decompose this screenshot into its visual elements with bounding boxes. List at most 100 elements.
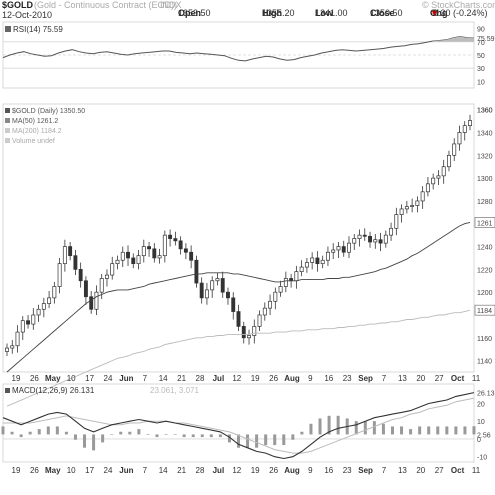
x-axis-label: 11 <box>472 374 481 383</box>
macd-histogram-bar <box>427 426 431 435</box>
x-axis-label: 16 <box>324 374 333 383</box>
candle-body <box>194 259 199 284</box>
candle-body <box>236 311 241 327</box>
macd-histogram-bar <box>173 434 177 436</box>
candle-body <box>310 257 315 263</box>
rsi-tick-label: 10 <box>477 79 485 86</box>
candle-body <box>36 308 41 316</box>
macd-histogram-bar <box>291 434 295 440</box>
candle-body <box>162 234 167 257</box>
candle-body <box>78 269 83 282</box>
candle-body <box>278 286 283 293</box>
x-axis-label: 14 <box>159 374 168 383</box>
price-tick-label: 1184 <box>477 308 492 315</box>
macd-histogram-bar <box>273 434 277 446</box>
macd-histogram-bar <box>246 434 250 448</box>
macd-histogram-bar <box>400 426 404 435</box>
candle-body <box>204 289 209 299</box>
price-legend-entry: MA(50) 1261.2 <box>12 118 58 125</box>
candle-body <box>383 234 388 244</box>
candle-body <box>425 183 430 193</box>
candle-body <box>394 214 399 229</box>
macd-histogram-bar <box>445 426 449 435</box>
macd-histogram-bar <box>28 431 32 435</box>
x-axis-label: 9 <box>308 466 313 475</box>
price-tick-label: 1360 <box>477 108 493 115</box>
candle-body <box>241 326 246 339</box>
x-axis-label: 10 <box>67 466 76 475</box>
x-axis-label: 13 <box>398 374 407 383</box>
price-tick-label: 1220 <box>477 267 493 274</box>
low-value: 1341.00 <box>315 8 348 18</box>
candle-body <box>247 335 251 339</box>
macd-histogram-bar <box>46 426 50 435</box>
x-axis-label: 10 <box>67 374 76 383</box>
candle-body <box>441 166 446 177</box>
candle-body <box>404 206 409 210</box>
macd-histogram-bar <box>418 426 422 435</box>
candle-body <box>299 266 304 272</box>
candle-body <box>94 291 99 310</box>
x-axis-label: 17 <box>85 374 94 383</box>
macd-histogram-bar <box>19 434 23 438</box>
candle-body <box>420 191 425 202</box>
macd-histogram-bar <box>218 434 222 438</box>
candle-body <box>99 278 104 293</box>
x-axis-label: 7 <box>382 466 387 475</box>
x-axis-label: 7 <box>143 374 148 383</box>
macd-histogram-bar <box>264 434 268 446</box>
price-tick-label: 1300 <box>477 176 493 183</box>
macd-histogram-bar <box>372 421 376 435</box>
ma200-line <box>6 309 471 407</box>
x-axis-label: Jun <box>119 466 133 475</box>
rsi-tick-label: 75.59 <box>477 36 495 43</box>
candle-body <box>262 307 267 316</box>
candle-body <box>436 175 441 179</box>
macd-histogram-bar <box>73 434 77 440</box>
copyright-label: © StockCharts.com <box>422 0 495 10</box>
down-arrow-icon: ▼ <box>430 8 439 18</box>
x-axis-label: 13 <box>398 466 407 475</box>
rsi-legend-swatch <box>5 26 11 32</box>
x-axis-label: 19 <box>12 466 21 475</box>
macd-histogram-bar <box>454 426 458 435</box>
high-label: High <box>262 8 282 18</box>
x-axis-label: 26 <box>269 374 278 383</box>
source-label: INDX <box>160 0 182 10</box>
rsi-tick-label: 90 <box>477 27 485 34</box>
candle-body <box>252 326 257 336</box>
x-axis-label: 27 <box>435 374 444 383</box>
macd-histogram-bar <box>318 418 322 435</box>
price-tick-label: 1340 <box>477 131 493 138</box>
x-axis-label: 19 <box>251 466 260 475</box>
candle-body <box>89 296 94 310</box>
macd-histogram-bar <box>300 431 304 435</box>
candle-body <box>83 280 88 298</box>
macd-tick-label: 20 <box>477 402 485 409</box>
x-axis-label: 21 <box>177 466 186 475</box>
x-axis-label: 7 <box>143 466 148 475</box>
macd-histogram-bar <box>83 434 87 448</box>
macd-histogram-bar <box>137 429 141 435</box>
macd-histogram-bar <box>237 434 240 448</box>
macd-histogram-bar <box>110 434 114 436</box>
candle-body <box>173 238 178 242</box>
candle-body <box>341 246 346 253</box>
macd-histogram-bar <box>463 426 467 435</box>
candle-body <box>210 280 215 291</box>
x-axis-label: 26 <box>30 374 39 383</box>
rsi-tick-label: 50 <box>477 53 485 60</box>
price-legend-swatch <box>5 128 10 133</box>
price-legend-swatch <box>5 138 10 143</box>
macd-histogram-bar <box>1 426 5 435</box>
macd-histogram-bar <box>227 434 231 443</box>
price-tag-box <box>474 217 495 228</box>
candle-body <box>52 286 57 299</box>
candle-body <box>273 291 278 302</box>
price-tick-label: 1240 <box>477 245 493 252</box>
candle-body <box>47 297 52 304</box>
candle-body <box>336 246 341 251</box>
x-axis-label: Oct <box>451 374 465 383</box>
close-value: 1350.50 <box>370 8 403 18</box>
candle-body <box>410 205 415 207</box>
